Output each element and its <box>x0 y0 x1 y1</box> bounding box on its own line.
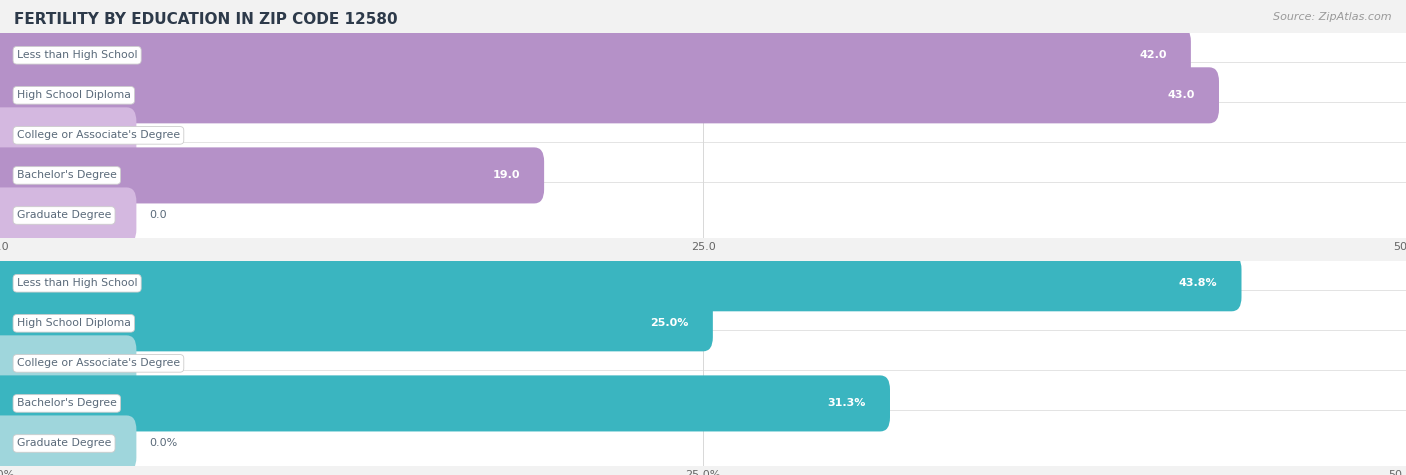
Text: 43.8%: 43.8% <box>1180 278 1218 288</box>
FancyBboxPatch shape <box>0 375 890 431</box>
Text: College or Associate's Degree: College or Associate's Degree <box>17 358 180 369</box>
FancyBboxPatch shape <box>0 182 1406 248</box>
FancyBboxPatch shape <box>0 410 1406 475</box>
FancyBboxPatch shape <box>0 188 136 244</box>
FancyBboxPatch shape <box>0 370 1406 436</box>
FancyBboxPatch shape <box>0 291 1406 356</box>
FancyBboxPatch shape <box>0 107 136 163</box>
FancyBboxPatch shape <box>0 147 544 203</box>
Text: 0.0: 0.0 <box>149 130 167 141</box>
FancyBboxPatch shape <box>0 331 1406 396</box>
Text: High School Diploma: High School Diploma <box>17 318 131 328</box>
Text: Less than High School: Less than High School <box>17 278 138 288</box>
FancyBboxPatch shape <box>0 67 1219 124</box>
Text: High School Diploma: High School Diploma <box>17 90 131 100</box>
Text: 25.0%: 25.0% <box>651 318 689 328</box>
FancyBboxPatch shape <box>0 63 1406 128</box>
Text: Source: ZipAtlas.com: Source: ZipAtlas.com <box>1274 12 1392 22</box>
Text: 43.0: 43.0 <box>1168 90 1195 100</box>
Text: Less than High School: Less than High School <box>17 50 138 60</box>
FancyBboxPatch shape <box>0 103 1406 168</box>
Text: Bachelor's Degree: Bachelor's Degree <box>17 171 117 180</box>
Text: Graduate Degree: Graduate Degree <box>17 438 111 448</box>
Text: College or Associate's Degree: College or Associate's Degree <box>17 130 180 141</box>
FancyBboxPatch shape <box>0 295 713 352</box>
FancyBboxPatch shape <box>0 335 136 391</box>
FancyBboxPatch shape <box>0 22 1406 88</box>
FancyBboxPatch shape <box>0 27 1191 83</box>
Text: 0.0%: 0.0% <box>149 358 177 369</box>
Text: 0.0%: 0.0% <box>149 438 177 448</box>
FancyBboxPatch shape <box>0 255 1241 311</box>
FancyBboxPatch shape <box>0 142 1406 208</box>
Text: 31.3%: 31.3% <box>828 399 866 408</box>
Text: 42.0: 42.0 <box>1139 50 1167 60</box>
Text: Graduate Degree: Graduate Degree <box>17 210 111 220</box>
Text: 0.0: 0.0 <box>149 210 167 220</box>
Text: Bachelor's Degree: Bachelor's Degree <box>17 399 117 408</box>
FancyBboxPatch shape <box>0 250 1406 316</box>
FancyBboxPatch shape <box>0 416 136 472</box>
Text: 19.0: 19.0 <box>492 171 520 180</box>
Text: FERTILITY BY EDUCATION IN ZIP CODE 12580: FERTILITY BY EDUCATION IN ZIP CODE 12580 <box>14 12 398 27</box>
